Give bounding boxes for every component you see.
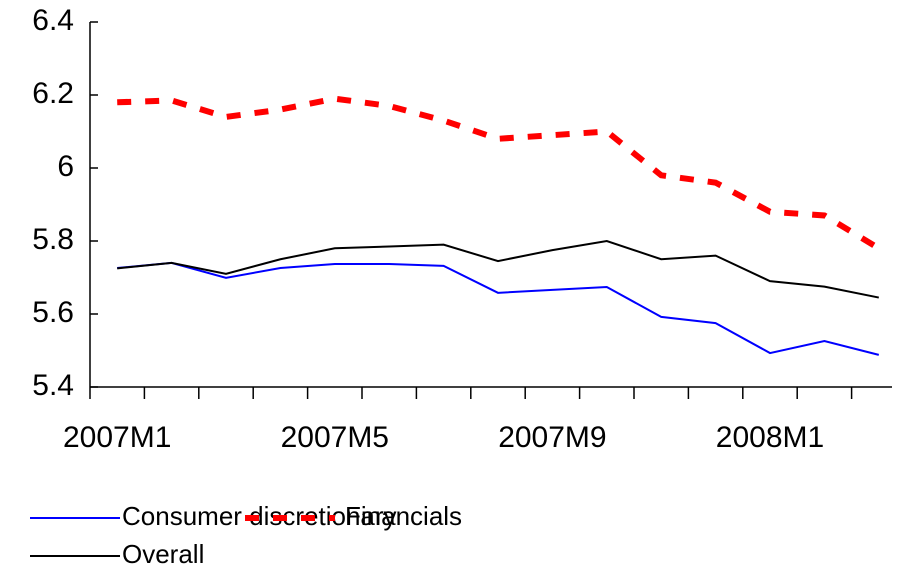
legend-label: Financials (345, 501, 462, 531)
legend-label: Overall (122, 539, 204, 569)
y-tick-label: 5.8 (32, 223, 74, 256)
series-line (117, 261, 880, 356)
series-line (117, 95, 881, 251)
series-line (117, 239, 879, 299)
y-tick-label: 6.4 (32, 4, 74, 37)
x-tick-label: 2007M1 (63, 421, 171, 454)
legend-label: Consumer discretionary (122, 501, 397, 531)
x-tick-label: 2008M1 (716, 421, 824, 454)
y-tick-label: 6 (57, 150, 74, 183)
y-tick-label: 6.2 (32, 77, 74, 110)
x-tick-label: 2007M5 (281, 421, 389, 454)
x-tick-label: 2007M9 (498, 421, 606, 454)
y-tick-label: 5.4 (32, 369, 74, 402)
y-tick-label: 5.6 (32, 296, 74, 329)
